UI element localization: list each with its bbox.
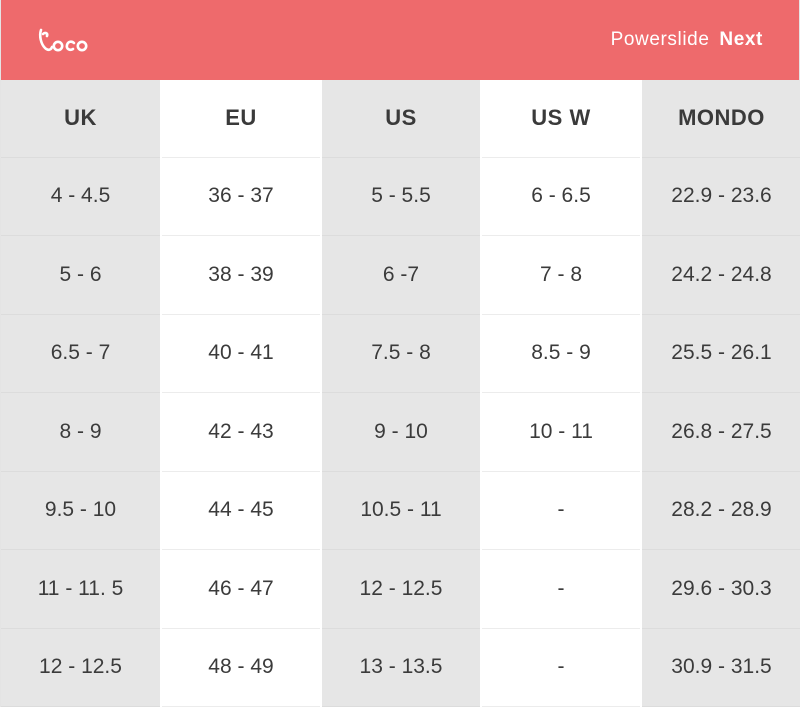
cell-us: 5 - 5.5 [321,157,482,236]
cell-uk: 6.5 - 7 [1,314,162,393]
cell-us-w: 7 - 8 [481,235,642,315]
loco-logo-icon [37,20,93,60]
column-header-mondo: MONDO [641,80,800,158]
header-bar: Powerslide Next [1,0,799,80]
cell-us: 13 - 13.5 [321,628,482,707]
cell-uk: 4 - 4.5 [1,157,162,236]
table-row: 11 - 11. 5 46 - 47 12 - 12.5 - 29.6 - 30… [1,549,800,629]
cell-uk: 12 - 12.5 [1,628,162,707]
cell-eu: 40 - 41 [161,314,322,393]
size-table: UK EU US US W MONDO 4 - 4.5 36 - 37 5 - … [1,80,800,707]
cell-us: 7.5 - 8 [321,314,482,393]
cell-eu: 48 - 49 [161,628,322,707]
cell-us-w: - [481,628,642,707]
cell-eu: 36 - 37 [161,157,322,236]
cell-mondo: 24.2 - 24.8 [641,235,800,315]
cell-mondo: 22.9 - 23.6 [641,157,800,236]
product-title: Powerslide Next [611,29,763,51]
column-header-us-w: US W [481,80,642,158]
cell-us-w: - [481,471,642,550]
cell-us-w: 10 - 11 [481,392,642,472]
cell-mondo: 26.8 - 27.5 [641,392,800,472]
cell-uk: 5 - 6 [1,235,162,315]
cell-us-w: 6 - 6.5 [481,157,642,236]
cell-us: 6 -7 [321,235,482,315]
cell-us: 10.5 - 11 [321,471,482,550]
column-header-uk: UK [1,80,162,158]
brand-name: Powerslide [610,29,710,50]
cell-us-w: - [481,549,642,629]
cell-mondo: 28.2 - 28.9 [641,471,800,550]
table-row: 6.5 - 7 40 - 41 7.5 - 8 8.5 - 9 25.5 - 2… [1,314,800,393]
table-row: 8 - 9 42 - 43 9 - 10 10 - 11 26.8 - 27.5 [1,392,800,472]
column-header-eu: EU [161,80,322,158]
column-header-us: US [321,80,482,158]
table-row: 4 - 4.5 36 - 37 5 - 5.5 6 - 6.5 22.9 - 2… [1,157,800,236]
model-name: Next [719,29,763,50]
table-row: 5 - 6 38 - 39 6 -7 7 - 8 24.2 - 24.8 [1,235,800,315]
cell-eu: 44 - 45 [161,471,322,550]
cell-uk: 8 - 9 [1,392,162,472]
cell-uk: 9.5 - 10 [1,471,162,550]
cell-us-w: 8.5 - 9 [481,314,642,393]
cell-mondo: 30.9 - 31.5 [641,628,800,707]
cell-eu: 42 - 43 [161,392,322,472]
cell-eu: 46 - 47 [161,549,322,629]
header-row: UK EU US US W MONDO [1,80,800,158]
cell-mondo: 25.5 - 26.1 [641,314,800,393]
cell-mondo: 29.6 - 30.3 [641,549,800,629]
cell-us: 12 - 12.5 [321,549,482,629]
cell-eu: 38 - 39 [161,235,322,315]
table-row: 12 - 12.5 48 - 49 13 - 13.5 - 30.9 - 31.… [1,628,800,707]
cell-us: 9 - 10 [321,392,482,472]
cell-uk: 11 - 11. 5 [1,549,162,629]
table-row: 9.5 - 10 44 - 45 10.5 - 11 - 28.2 - 28.9 [1,471,800,550]
